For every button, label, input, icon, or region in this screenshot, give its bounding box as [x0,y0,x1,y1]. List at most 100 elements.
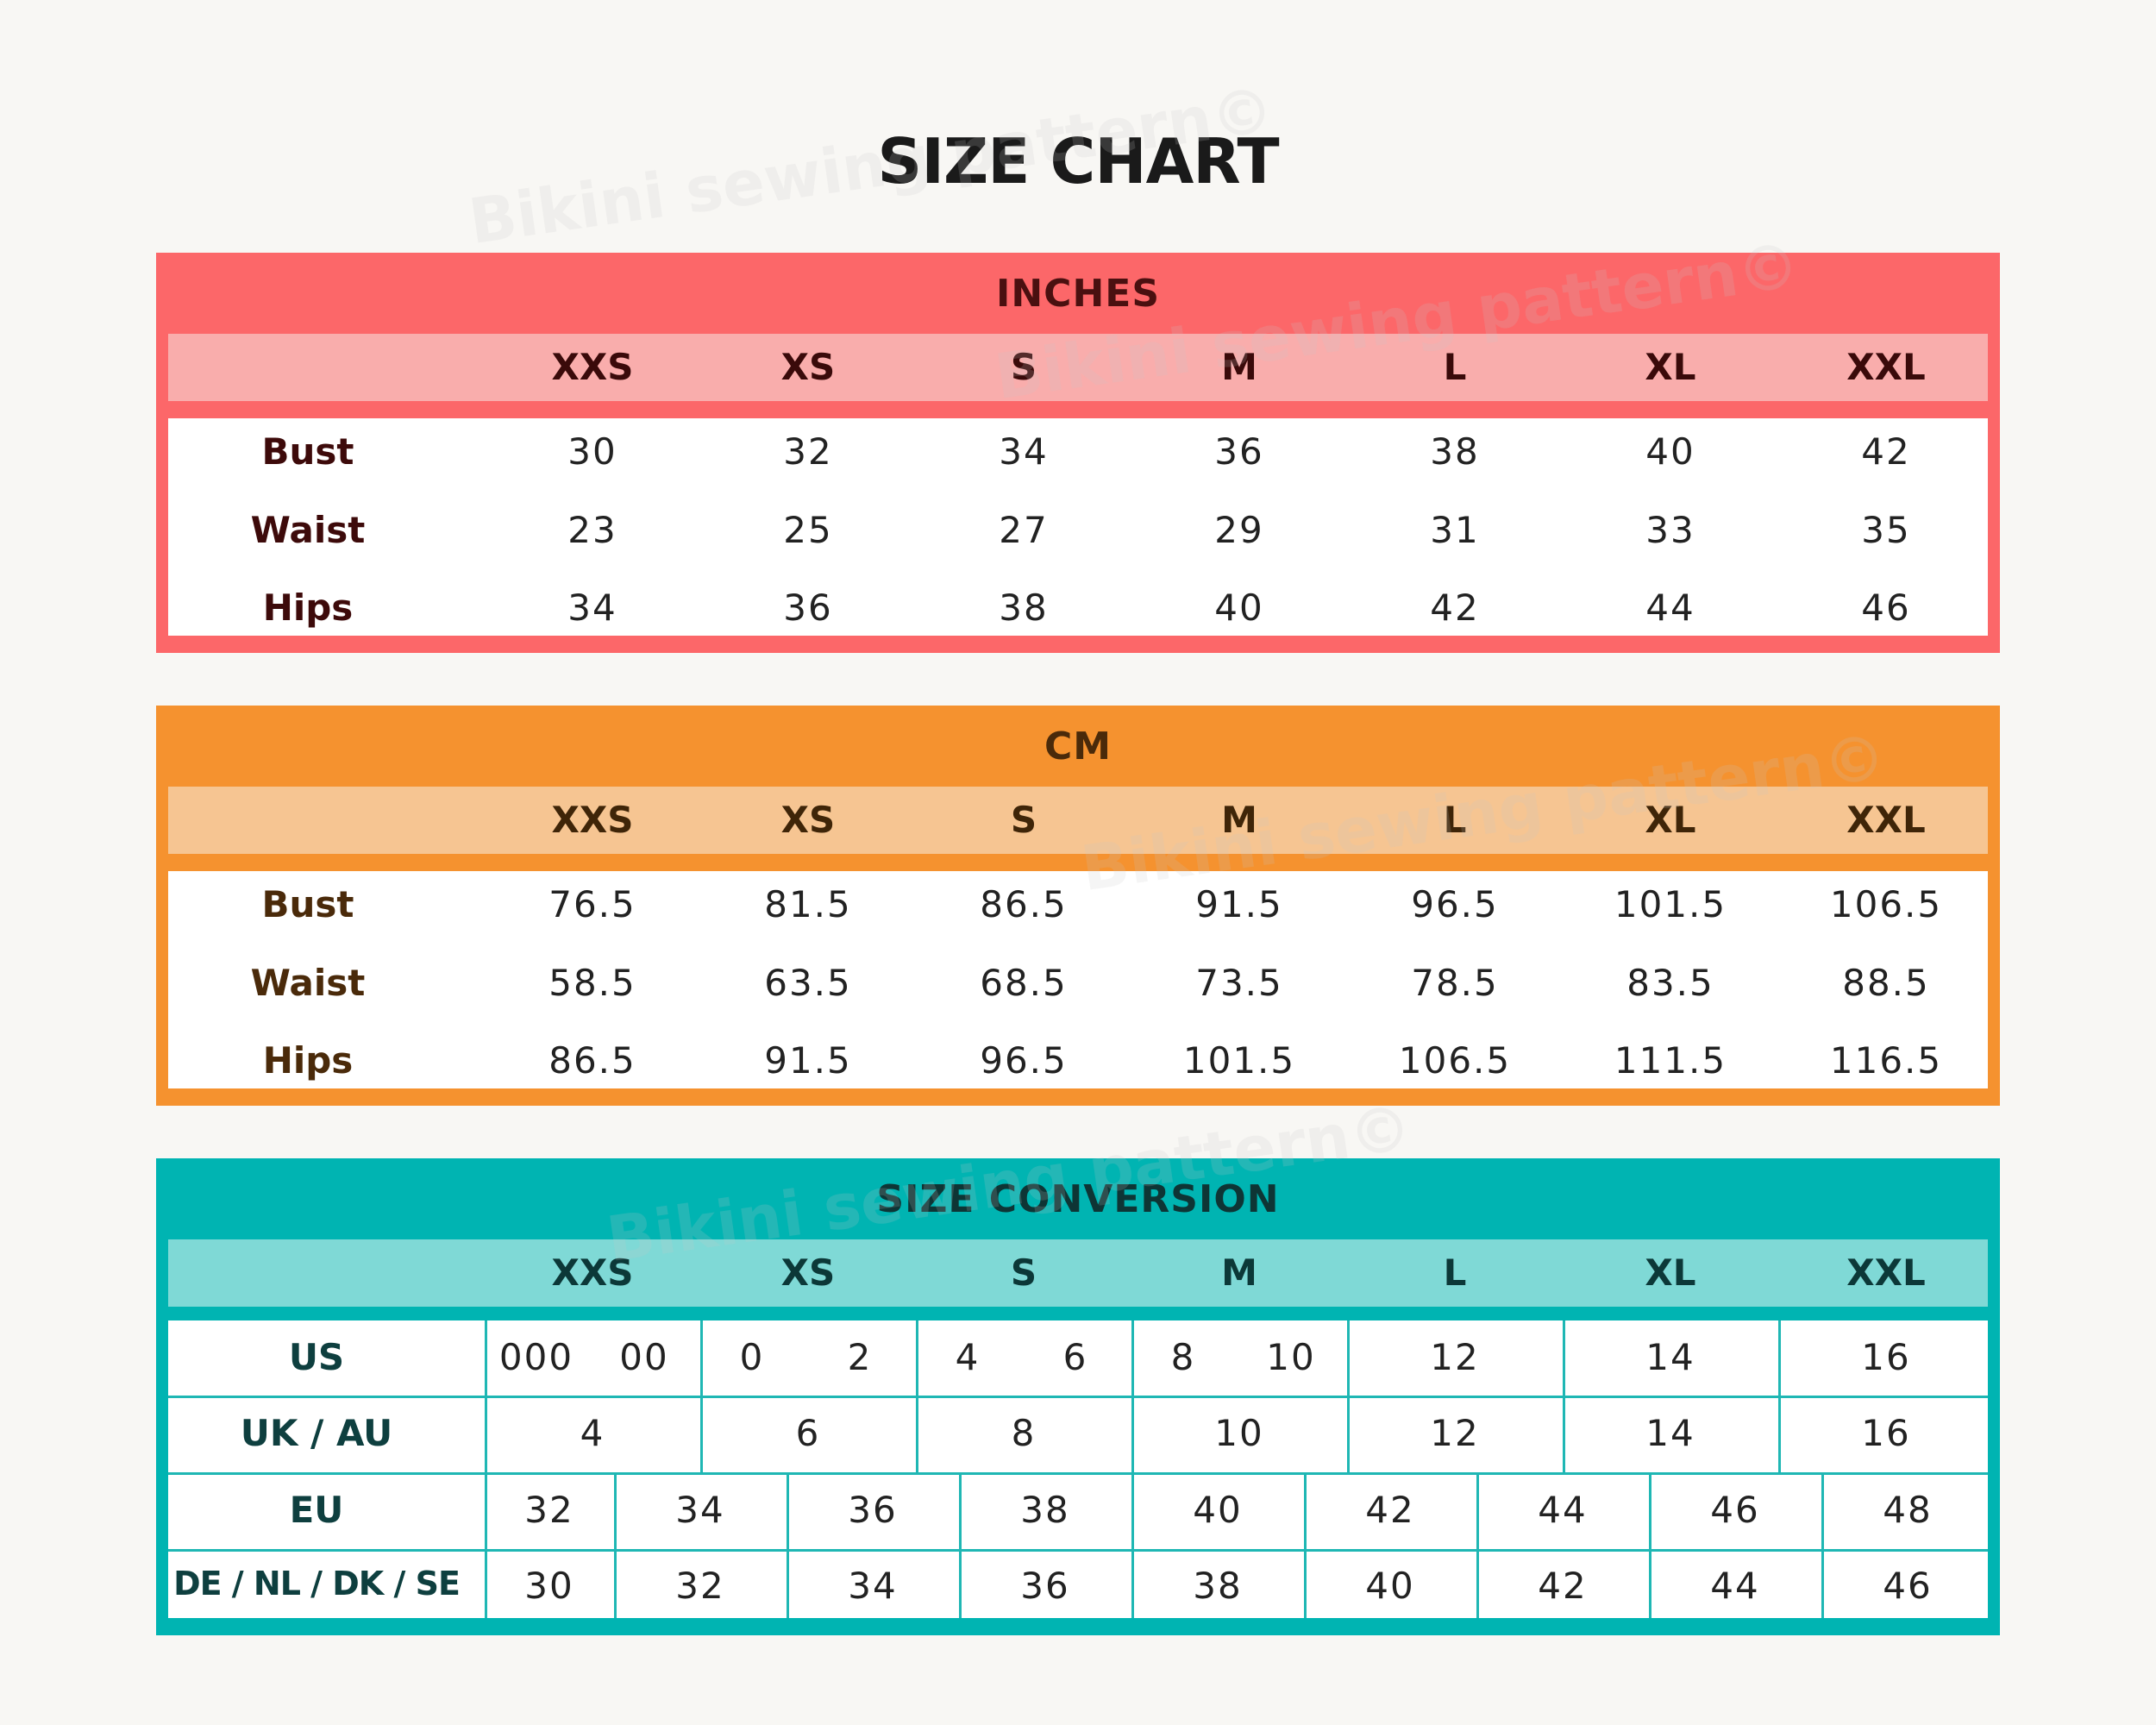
table-cell: 116.5 [1829,1039,1943,1082]
table-cell: 81.5 [764,883,852,925]
cm-table: CM XXS XS S M L XL XXL Bust 76.5 81.5 86.5 91.5 96.… [156,706,2000,1106]
row-label-hips: Hips [262,1039,354,1082]
column-divider [959,1473,962,1618]
table-cell: 36 [783,586,833,629]
table-cell: 40 [1365,1565,1415,1607]
size-header-xl: XL [1645,346,1696,388]
table-cell: 4 [955,1336,981,1378]
table-cell: 31 [1430,509,1480,551]
column-divider [1304,1473,1307,1618]
table-cell: 101.5 [1614,883,1727,925]
inches-body: Bust 30 32 34 36 38 40 42 Waist 23 25 27 29 31 33 35 Hip… [168,418,1988,636]
table-cell: 4 [580,1412,605,1454]
conversion-body: US UK / AU EU DE / NL / DK / SE 000 00 0 2 4 6 8 10… [168,1320,1988,1618]
table-cell: 111.5 [1614,1039,1727,1082]
column-divider [1778,1320,1781,1473]
table-cell: 106.5 [1398,1039,1512,1082]
row-label-de-nl-dk-se: DE / NL / DK / SE [173,1565,461,1603]
table-cell: 29 [1214,509,1264,551]
size-header-xxl: XXL [1846,346,1926,388]
table-cell: 42 [1365,1489,1415,1531]
size-header-xs: XS [780,346,836,388]
inches-heading: INCHES [995,271,1161,316]
column-divider [1563,1320,1565,1473]
size-header-xxs: XXS [551,346,634,388]
table-cell: 44 [1710,1565,1760,1607]
size-header-xxl: XXL [1846,1251,1926,1294]
table-cell: 8 [1170,1336,1196,1378]
row-divider [168,1396,1988,1398]
column-divider [1131,1473,1134,1618]
table-cell: 30 [524,1565,574,1607]
size-header-xxs: XXS [551,1251,634,1294]
size-header-xs: XS [780,799,836,841]
table-cell: 78.5 [1411,962,1499,1004]
table-cell: 44 [1645,586,1695,629]
inches-table: INCHES XXS XS S M L XL XXL Bust 30 32 34 36 38 40 42 W… [156,253,2000,653]
table-cell: 10 [1266,1336,1316,1378]
size-header-s: S [1010,346,1037,388]
table-cell: 40 [1214,586,1264,629]
table-cell: 58.5 [548,962,636,1004]
row-label-waist: Waist [250,962,366,1004]
size-header-l: L [1443,1251,1467,1294]
size-header-xl: XL [1645,1251,1696,1294]
size-header-m: M [1221,799,1257,841]
table-cell: 35 [1861,509,1911,551]
table-cell: 44 [1538,1489,1588,1531]
size-header-m: M [1221,346,1257,388]
table-cell: 91.5 [1195,883,1283,925]
table-cell: 91.5 [764,1039,852,1082]
table-cell: 00 [619,1336,669,1378]
table-cell: 38 [1020,1489,1070,1531]
table-cell: 32 [524,1489,574,1531]
inches-size-header: XXS XS S M L XL XXL [168,334,1988,401]
table-cell: 33 [1645,509,1695,551]
table-cell: 38 [1193,1565,1243,1607]
row-label-hips: Hips [262,586,354,629]
column-divider [485,1320,487,1618]
table-cell: 16 [1861,1412,1911,1454]
table-cell: 32 [675,1565,725,1607]
table-cell: 101.5 [1182,1039,1296,1082]
table-cell: 83.5 [1626,962,1714,1004]
table-cell: 76.5 [548,883,636,925]
row-divider [168,1472,1988,1475]
size-header-xxl: XXL [1846,799,1926,841]
table-cell: 34 [999,430,1049,473]
table-cell: 34 [848,1565,898,1607]
row-label-waist: Waist [250,509,366,551]
size-conversion-table: SIZE CONVERSION XXS XS S M L XL XXL US UK / AU E… [156,1158,2000,1635]
row-label-uk-au: UK / AU [240,1412,393,1454]
size-header-l: L [1443,799,1467,841]
size-header-l: L [1443,346,1467,388]
table-cell: 38 [999,586,1049,629]
table-cell: 14 [1645,1336,1695,1378]
table-cell: 36 [1214,430,1264,473]
table-cell: 23 [567,509,617,551]
table-cell: 73.5 [1195,962,1283,1004]
column-divider [1347,1320,1350,1473]
table-cell: 32 [783,430,833,473]
size-header-s: S [1010,1251,1037,1294]
column-divider [1131,1320,1134,1473]
conversion-size-header: XXS XS S M L XL XXL [168,1239,1988,1307]
table-cell: 27 [999,509,1049,551]
column-divider [916,1320,918,1473]
row-label-bust: Bust [261,883,354,925]
row-label-us: US [288,1336,345,1378]
table-cell: 36 [848,1489,898,1531]
table-cell: 0 [739,1336,765,1378]
row-divider [168,1549,1988,1552]
table-cell: 46 [1861,586,1911,629]
table-cell: 46 [1883,1565,1933,1607]
table-cell: 42 [1430,586,1480,629]
table-cell: 6 [1062,1336,1088,1378]
cm-body: Bust 76.5 81.5 86.5 91.5 96.5 101.5 106.5 Waist 5… [168,871,1988,1088]
table-cell: 34 [675,1489,725,1531]
table-cell: 96.5 [980,1039,1068,1082]
table-cell: 36 [1020,1565,1070,1607]
table-cell: 12 [1430,1412,1480,1454]
table-cell: 12 [1430,1336,1480,1378]
size-header-m: M [1221,1251,1257,1294]
